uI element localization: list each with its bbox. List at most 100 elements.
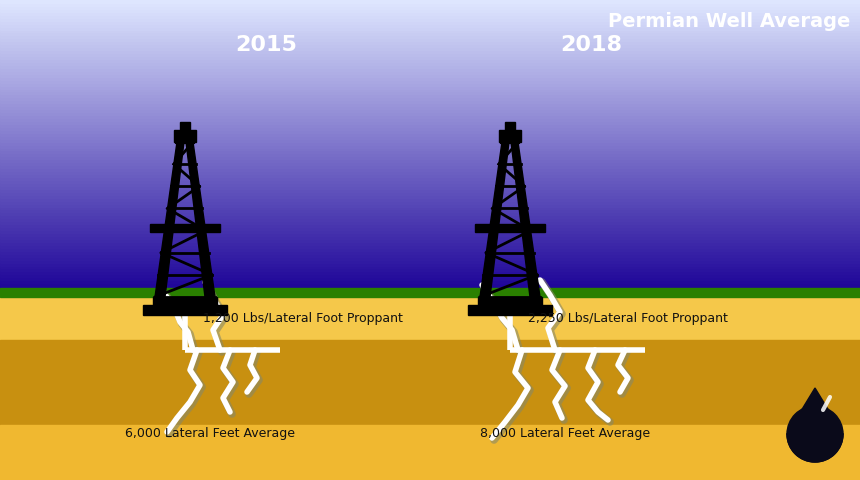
Bar [0, 220, 860, 224]
Bar [0, 28, 860, 33]
Bar [0, 241, 860, 245]
Polygon shape [511, 142, 540, 297]
Bar [0, 149, 860, 154]
Bar [0, 288, 860, 297]
Bar [468, 305, 552, 315]
Bar [0, 2, 860, 6]
Polygon shape [155, 142, 184, 297]
Bar [0, 211, 860, 216]
Bar [0, 279, 860, 283]
Bar [0, 205, 860, 209]
Bar [0, 153, 860, 156]
Bar [0, 156, 860, 159]
Bar [0, 46, 860, 50]
Bar [0, 164, 860, 168]
Bar [0, 276, 860, 280]
Bar [0, 84, 860, 88]
Bar [0, 120, 860, 124]
Bar [0, 194, 860, 198]
Bar [0, 99, 860, 103]
Bar [0, 132, 860, 136]
Bar [0, 282, 860, 286]
Bar [0, 117, 860, 121]
Text: 6,000 Lateral Feet Average: 6,000 Lateral Feet Average [125, 427, 295, 440]
Bar [0, 87, 860, 92]
Bar [0, 176, 860, 180]
Bar [0, 55, 860, 59]
Bar [0, 226, 860, 230]
Bar [0, 208, 860, 212]
Bar [0, 259, 860, 263]
Bar [150, 224, 220, 232]
Bar [0, 238, 860, 242]
Bar [0, 43, 860, 47]
Bar [0, 20, 860, 24]
Text: 8,000 Lateral Feet Average: 8,000 Lateral Feet Average [480, 427, 650, 440]
Bar [0, 8, 860, 12]
Bar [0, 203, 860, 206]
Bar [0, 79, 860, 83]
Bar [499, 130, 521, 142]
Bar [0, 73, 860, 77]
Bar [0, 105, 860, 109]
Bar [0, 0, 860, 3]
Bar [0, 185, 860, 189]
Bar [153, 297, 217, 305]
Bar [0, 161, 860, 165]
Bar [0, 158, 860, 162]
Bar [0, 70, 860, 74]
Circle shape [787, 406, 843, 462]
Bar [0, 96, 860, 100]
Bar [0, 179, 860, 183]
Bar [0, 76, 860, 80]
Bar [0, 200, 860, 204]
Bar [0, 108, 860, 112]
Bar [0, 264, 860, 268]
Bar [0, 217, 860, 221]
Bar [0, 425, 860, 480]
Bar [0, 61, 860, 65]
Text: 1,200 Lbs/Lateral Foot Proppant: 1,200 Lbs/Lateral Foot Proppant [203, 312, 402, 325]
Bar [0, 14, 860, 18]
Bar [0, 25, 860, 29]
Bar [0, 52, 860, 56]
Bar [0, 58, 860, 62]
Bar [0, 223, 860, 227]
Bar [0, 23, 860, 26]
Bar [0, 167, 860, 171]
Bar [0, 111, 860, 115]
Bar [0, 49, 860, 53]
Bar [0, 32, 860, 36]
Bar [0, 295, 860, 340]
Text: 2018: 2018 [560, 35, 622, 55]
Bar [0, 114, 860, 118]
Bar [0, 90, 860, 95]
Bar [0, 17, 860, 21]
Bar [180, 122, 190, 130]
Bar [0, 40, 860, 44]
Bar [0, 256, 860, 260]
Bar [0, 285, 860, 289]
Bar [0, 291, 860, 295]
Bar [0, 235, 860, 239]
Text: 2,250 Lbs/Lateral Foot Proppant: 2,250 Lbs/Lateral Foot Proppant [528, 312, 728, 325]
Bar [475, 224, 545, 232]
Bar [0, 123, 860, 127]
Bar [143, 305, 227, 315]
Bar [0, 67, 860, 71]
Text: 2015: 2015 [235, 35, 297, 55]
Bar [0, 64, 860, 68]
Bar [0, 270, 860, 275]
Bar [0, 197, 860, 201]
Bar [0, 35, 860, 38]
Bar [0, 11, 860, 15]
Bar [174, 130, 196, 142]
Bar [0, 5, 860, 9]
Bar [0, 215, 860, 218]
Polygon shape [480, 142, 509, 297]
Bar [0, 94, 860, 97]
Bar [478, 297, 542, 305]
Bar [0, 288, 860, 292]
Bar [0, 273, 860, 277]
Bar [0, 82, 860, 85]
